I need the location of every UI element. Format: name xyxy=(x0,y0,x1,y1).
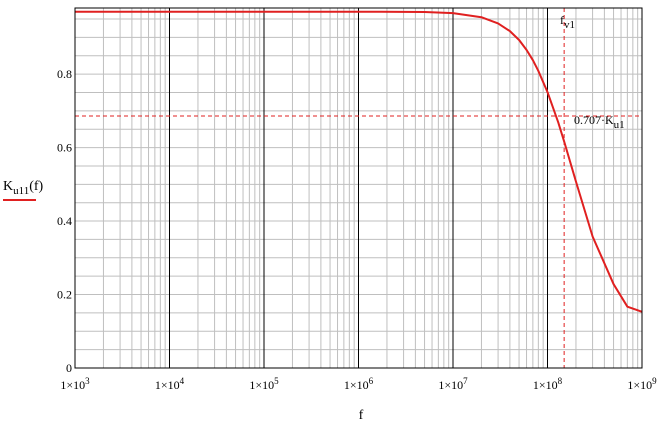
x-tick-mantissa: 1×10 xyxy=(155,378,180,392)
x-tick-label: 1×107 xyxy=(438,376,468,392)
x-tick-label: 1×109 xyxy=(627,376,657,392)
y-tick-label: 0.4 xyxy=(57,214,72,228)
x-tick-mantissa: 1×10 xyxy=(344,378,369,392)
x-tick-mantissa: 1×10 xyxy=(438,378,463,392)
cutoff-frequency-label-sub: v1 xyxy=(564,19,575,31)
x-tick-mantissa: 1×10 xyxy=(533,378,558,392)
legend-label-sub: u11 xyxy=(13,185,29,197)
x-tick-exponent: 7 xyxy=(463,376,468,386)
x-tick-label: 1×108 xyxy=(533,376,563,392)
series-line xyxy=(75,10,643,313)
y-tick-label: 0.2 xyxy=(57,288,72,302)
x-tick-labels: 1×103 1×104 1×105 1×106 1×107 1×108 1×109 xyxy=(60,376,657,392)
svg-text:Ku11(f): Ku11(f) xyxy=(3,179,44,197)
major-grid xyxy=(169,8,548,368)
x-tick-label: 1×104 xyxy=(155,376,185,392)
cutoff-markers xyxy=(75,8,642,368)
x-tick-exponent: 5 xyxy=(274,376,279,386)
x-tick-exponent: 4 xyxy=(180,376,185,386)
x-tick-label: 1×105 xyxy=(249,376,279,392)
legend-label-arg: (f) xyxy=(29,179,43,194)
legend-label-base: K xyxy=(3,179,13,194)
level-label-sub: u1 xyxy=(614,119,625,131)
x-tick-label: 1×106 xyxy=(344,376,374,392)
x-tick-mantissa: 1×10 xyxy=(249,378,274,392)
level-label: 0.707·Ku1 xyxy=(574,113,625,131)
x-tick-exponent: 3 xyxy=(85,376,90,386)
level-label-base: 0.707·K xyxy=(574,113,614,127)
series-layer xyxy=(75,10,643,313)
y-tick-label: 0.6 xyxy=(57,141,72,155)
plot-frame xyxy=(74,7,643,369)
cutoff-frequency-label: fv1 xyxy=(560,13,575,31)
x-tick-exponent: 9 xyxy=(652,376,657,386)
x-tick-exponent: 8 xyxy=(558,376,563,386)
x-tick-mantissa: 1×10 xyxy=(60,378,85,392)
x-axis-label: f xyxy=(359,408,364,423)
x-tick-exponent: 6 xyxy=(369,376,374,386)
x-tick-mantissa: 1×10 xyxy=(627,378,652,392)
y-tick-labels: 0 0.2 0.4 0.6 0.8 xyxy=(57,67,72,375)
x-tick-label: 1×103 xyxy=(60,376,90,392)
y-tick-label: 0 xyxy=(66,361,72,375)
y-tick-label: 0.8 xyxy=(57,67,72,81)
legend: Ku11(f) xyxy=(3,179,44,201)
cutoff-frequency-label-base: f xyxy=(560,13,564,27)
